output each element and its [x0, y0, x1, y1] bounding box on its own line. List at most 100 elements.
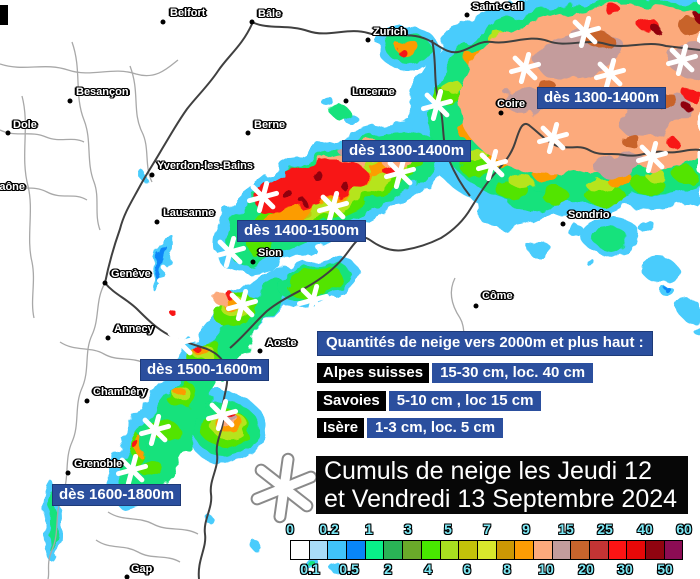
city-label: Côme [482, 290, 513, 302]
country-borders [104, 21, 700, 579]
scale-tick-label: 5 [444, 521, 452, 537]
city-dot [84, 398, 90, 404]
city-label: Belfort [170, 7, 206, 19]
city-label: Dole [13, 119, 37, 131]
city-dot [257, 348, 263, 354]
scale-color-cell [383, 540, 404, 560]
scale-color-cell [607, 540, 628, 560]
city-dot [498, 110, 504, 116]
clipped-label-fragment [0, 5, 8, 25]
city-dot [464, 12, 470, 18]
elevation-label: dès 1300-1400m [537, 87, 667, 109]
scale-tick-label: 0.1 [300, 561, 320, 577]
city-dot [102, 280, 108, 286]
scale-color-cell [532, 540, 553, 560]
city-label: Sion [258, 247, 282, 259]
scale-tick-label: 0.2 [319, 521, 339, 537]
map-title: Cumuls de neige les Jeudi 12 et Vendredi… [316, 456, 688, 514]
scale-color-cell [495, 540, 516, 560]
scale-tick-label: 25 [597, 521, 613, 537]
region-borders [0, 41, 469, 579]
elevation-label: dès 1500-1600m [140, 359, 270, 381]
scale-tick-label: 8 [503, 561, 511, 577]
city-dot [250, 259, 256, 265]
city-dot [245, 130, 251, 136]
city-label: Genève [111, 268, 151, 280]
scale-tick-label: 4 [424, 561, 432, 577]
scale-color-cell [420, 540, 441, 560]
scale-tick-label: 40 [637, 521, 653, 537]
city-label: Yverdon-les-Bains [157, 160, 253, 172]
scale-color-cell [364, 540, 385, 560]
scale-color-cell [663, 540, 684, 560]
scale-color-cell [308, 540, 329, 560]
scale-color-cell [458, 540, 478, 560]
city-label: Grenoble [74, 458, 123, 470]
city-label: Bâle [258, 8, 282, 20]
city-label: Aoste [266, 337, 297, 349]
info-row-region: Alpes suisses [317, 363, 430, 383]
scale-tick-label: 0 [286, 521, 294, 537]
city-label: Gap [131, 563, 153, 575]
scale-color-cell [514, 540, 534, 560]
scale-color-cell [402, 540, 422, 560]
color-scale-bar [290, 540, 684, 560]
info-row-amount: 5-10 cm , loc 15 cm [388, 391, 542, 411]
city-dot [65, 470, 71, 476]
city-dot [160, 19, 166, 25]
scale-tick-label: 3 [404, 521, 412, 537]
city-label: Saint-Gall [472, 1, 524, 13]
city-dot [67, 98, 73, 104]
city-dot [149, 172, 155, 178]
city-label: Lausanne [163, 207, 215, 219]
snowflake-icon [159, 263, 186, 290]
big-snowflake-icon [250, 452, 318, 524]
scale-tick-label: 60 [676, 521, 692, 537]
city-dot [473, 303, 479, 309]
map-title-line1: Cumuls de neige les Jeudi 12 [324, 457, 652, 485]
city-label: Besançon [76, 86, 129, 98]
city-dot [105, 335, 111, 341]
scale-color-cell [327, 540, 348, 560]
info-row: Savoies 5-10 cm , loc 15 cm [317, 391, 542, 411]
scale-tick-label: 30 [617, 561, 633, 577]
scale-tick-label: 0.5 [339, 561, 359, 577]
scale-color-cell [439, 540, 460, 560]
color-scale-top-labels: 0 0.2 1 3 5 7 9 15 25 40 60 [286, 521, 700, 539]
scale-tick-label: 15 [558, 521, 574, 537]
elevation-label: dès 1600-1800m [52, 484, 182, 506]
scale-color-cell [476, 540, 497, 560]
scale-color-cell [551, 540, 572, 560]
scale-tick-label: 10 [538, 561, 554, 577]
city-label: Sondrio [568, 209, 610, 221]
scale-tick-label: 50 [657, 561, 673, 577]
scale-color-cell [290, 540, 310, 560]
scale-color-cell [589, 540, 609, 560]
scale-color-cell [570, 540, 590, 560]
info-row-amount: 15-30 cm, loc. 40 cm [432, 363, 594, 383]
city-dot [560, 221, 566, 227]
elevation-label: dès 1300-1400m [342, 140, 472, 162]
city-label: Annecy [114, 323, 154, 335]
info-row-amount: 1-3 cm, loc. 5 cm [367, 418, 504, 438]
city-dot [124, 574, 130, 579]
scale-tick-label: 9 [522, 521, 530, 537]
color-scale-bottom-labels: 0.1 0.5 2 4 6 8 10 20 30 50 [290, 561, 700, 579]
scale-color-cell [645, 540, 665, 560]
snowflake-icon [166, 329, 193, 356]
city-dot [249, 19, 255, 25]
city-label: Coire [497, 98, 526, 110]
scale-tick-label: 7 [483, 521, 491, 537]
info-row-region: Savoies [317, 391, 386, 411]
city-dot [343, 98, 349, 104]
scale-color-cell [626, 540, 647, 560]
city-dot [5, 130, 11, 136]
city-label: Saône [0, 181, 26, 193]
info-row: Alpes suisses 15-30 cm, loc. 40 cm [317, 363, 594, 383]
scale-tick-label: 6 [463, 561, 471, 577]
info-row: Isère 1-3 cm, loc. 5 cm [317, 418, 504, 438]
map-title-line2: et Vendredi 13 Septembre 2024 [324, 485, 678, 513]
scale-tick-label: 2 [384, 561, 392, 577]
info-panel-header: Quantités de neige vers 2000m et plus ha… [317, 331, 653, 356]
